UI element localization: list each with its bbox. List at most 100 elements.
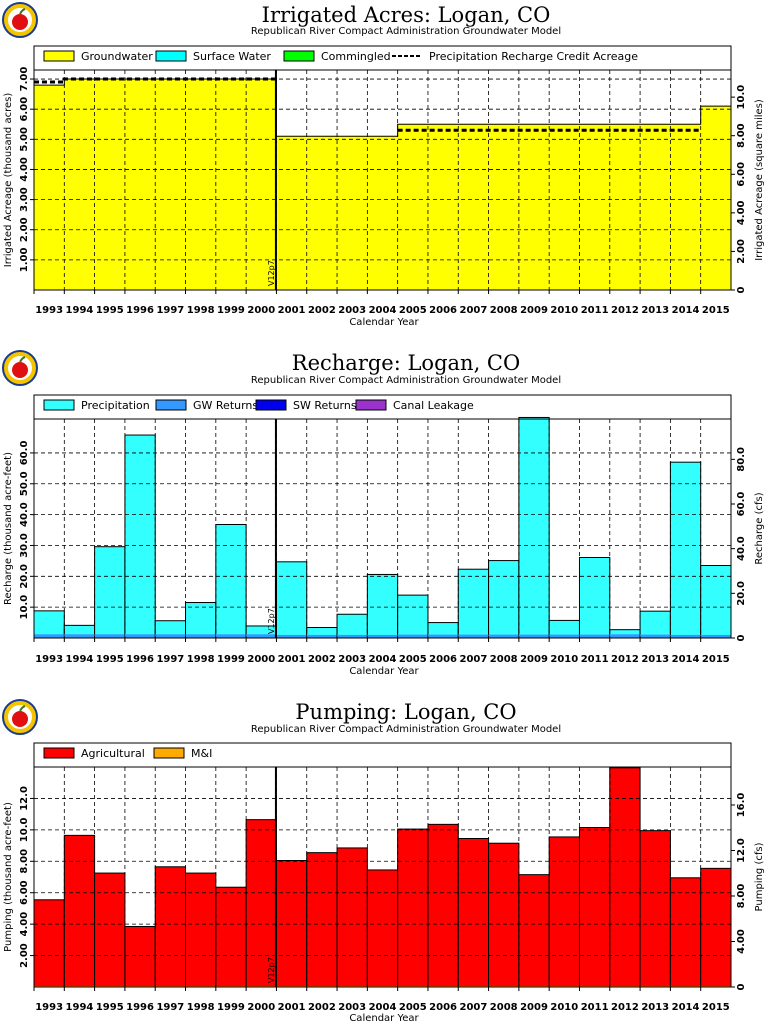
x-tick-label: 1993: [35, 305, 63, 316]
y2-axis-label: Irrigated Acreage (square miles): [754, 99, 765, 261]
x-tick-label: 1995: [96, 1002, 124, 1013]
y-tick-label: 8.00: [19, 849, 30, 874]
plot-border: [33, 742, 732, 988]
y-axis-label: Recharge (thousand acre-feet): [3, 452, 14, 605]
y-axis-label: Pumping (thousand acre-feet): [3, 802, 14, 952]
x-tick-label: 1999: [217, 654, 245, 665]
y-tick-label: 4.00: [19, 157, 30, 182]
bar-gw-returns: [609, 634, 641, 638]
area-segment: [337, 136, 368, 290]
model-version-label: V12p7: [267, 260, 276, 286]
bar-agricultural: [427, 823, 459, 988]
legend: Agricultural M&I: [43, 747, 212, 760]
x-tick-label: 2010: [550, 1002, 578, 1013]
y-tick-label: 12.0: [19, 786, 30, 811]
bar-gw-returns: [155, 634, 186, 638]
x-tick-label: 2003: [338, 654, 366, 665]
bar-agricultural: [306, 852, 338, 988]
legend-swatch: [355, 399, 387, 411]
x-tick-label: 2002: [308, 654, 336, 665]
apple-body: [12, 711, 28, 727]
x-tick-label: 2011: [581, 1002, 609, 1013]
bar-gw-returns: [397, 634, 428, 638]
plot-border: [33, 394, 732, 639]
x-tick-label: 2005: [399, 1002, 427, 1013]
x-tick-label: 2002: [308, 305, 336, 316]
bar-gw-returns: [34, 634, 65, 638]
x-tick-label: 1993: [35, 654, 63, 665]
x-tick-label: 2006: [429, 305, 457, 316]
y-tick-label: 1.00: [19, 247, 30, 272]
bar-precipitation: [518, 416, 550, 639]
x-tick-label: 2000: [247, 654, 275, 665]
legend: Precipitation GW Returns SW Returns Canal L…: [43, 399, 474, 412]
x-tick-label: 2011: [581, 654, 609, 665]
x-axis-label: Calendar Year: [349, 666, 419, 677]
apple-body: [12, 362, 28, 378]
area-segment: [64, 79, 96, 290]
x-tick-label: 1996: [126, 305, 154, 316]
x-tick-label: 2007: [459, 1002, 487, 1013]
bar-gw-returns: [700, 634, 731, 638]
y2-tick-label: 8.00: [736, 884, 747, 909]
x-tick-label: 2013: [641, 1002, 669, 1013]
area-segment: [215, 79, 247, 290]
legend: Groundwater Surface Water Commingled Precip…: [43, 50, 638, 63]
bar-gw-returns: [337, 634, 368, 638]
precip-credit-line: [34, 77, 701, 132]
bar-gw-returns: [640, 634, 671, 638]
bar-agricultural: [33, 899, 65, 988]
x-tick-label: 1995: [96, 654, 124, 665]
x-tick-label: 2000: [247, 1002, 275, 1013]
bar-gw-returns: [518, 634, 550, 638]
bar-precipitation: [397, 594, 429, 639]
bar-agricultural: [578, 827, 611, 988]
legend-swatch: [283, 50, 315, 62]
x-tick-label: 1997: [156, 1002, 184, 1013]
bar-agricultural: [639, 830, 671, 988]
bar-gw-returns: [276, 634, 307, 638]
x-tick-label: 2006: [429, 654, 457, 665]
model-version-label: V12p7: [267, 957, 276, 983]
apple-leaf: [19, 356, 26, 363]
area-segment: [397, 124, 429, 290]
bar-precipitation: [185, 602, 217, 639]
y2-tick-label: 2.00: [736, 239, 747, 264]
y-tick-label: 40.0: [19, 502, 30, 527]
x-tick-label: 2004: [369, 305, 397, 316]
bar-agricultural: [518, 874, 550, 988]
x-tick-label: 1994: [66, 305, 94, 316]
bar-agricultural: [94, 872, 126, 988]
y-tick-label: 2.00: [19, 217, 30, 242]
bar-precipitation: [215, 523, 247, 639]
x-tick-label: 2001: [278, 654, 306, 665]
bar-agricultural: [154, 866, 187, 988]
x-tick-label: 2002: [308, 1002, 336, 1013]
legend-label: Surface Water: [193, 50, 271, 63]
apple-logo-icon: [2, 699, 38, 735]
y2-tick-label: 4.00: [736, 200, 747, 225]
bar-precipitation: [639, 610, 671, 639]
y2-tick-label: 10.0: [736, 85, 747, 110]
x-tick-label: 2000: [247, 305, 275, 316]
x-tick-label: 2015: [702, 305, 730, 316]
y-tick-label: 30.0: [19, 533, 30, 558]
chart-title: Irrigated Acres: Logan, CO: [262, 3, 551, 27]
y-tick-label: 20.0: [19, 564, 30, 589]
chart-subtitle: Republican River Compact Administration …: [251, 724, 561, 735]
x-tick-label: 1999: [217, 1002, 245, 1013]
y2-tick-label: 0: [736, 983, 747, 990]
y-tick-label: 50.0: [19, 471, 30, 496]
apple-logo-icon: [2, 2, 38, 38]
y2-tick-label: 8.00: [736, 123, 747, 148]
x-tick-label: 1997: [156, 654, 184, 665]
x-tick-label: 2003: [338, 1002, 366, 1013]
x-tick-label: 2008: [490, 305, 518, 316]
legend-swatch: [155, 399, 187, 411]
x-tick-label: 2003: [338, 305, 366, 316]
y2-axis-label: Recharge (cfs): [754, 492, 765, 564]
x-tick-label: 2009: [520, 305, 548, 316]
bar-precipitation: [669, 461, 702, 639]
bar-precipitation: [457, 568, 490, 639]
